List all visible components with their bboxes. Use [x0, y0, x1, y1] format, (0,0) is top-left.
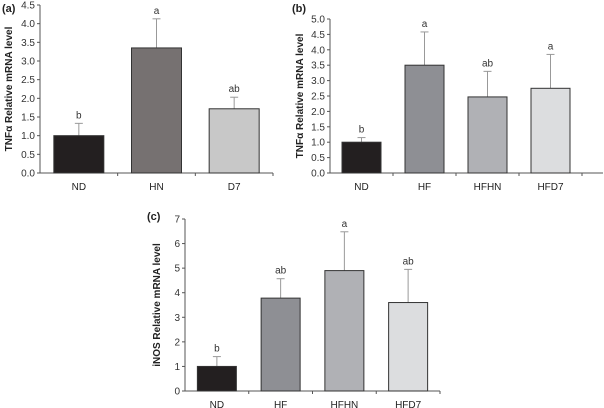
y-tick-label: 0.0: [21, 169, 35, 180]
bar-hf: [260, 297, 301, 392]
significance-label: b: [214, 344, 220, 355]
x-tick-label: HFHN: [330, 400, 358, 408]
y-tick-label: 2.5: [311, 92, 325, 103]
y-tick-label: 6: [174, 239, 180, 250]
y-tick-label: 4.5: [311, 30, 325, 41]
bar-hn: [131, 47, 182, 174]
x-tick-label: ND: [354, 182, 368, 193]
bar-d7: [208, 108, 260, 174]
y-tick-label: 2.0: [21, 94, 35, 105]
bar-nd: [53, 135, 105, 174]
y-tick-label: 0.5: [311, 153, 325, 164]
y-tick-label: 1.5: [21, 113, 35, 124]
panel-label: (b): [292, 3, 306, 15]
y-tick-label: 0: [174, 387, 180, 398]
x-tick-label: HF: [274, 400, 287, 408]
y-tick-label: 0.5: [21, 150, 35, 161]
y-tick-label: 1.5: [311, 122, 325, 133]
bar-hfd7: [388, 302, 429, 392]
y-tick-label: 2.0: [311, 107, 325, 118]
bar-hf: [404, 64, 445, 174]
significance-label: ab: [229, 84, 241, 95]
x-tick-label: HF: [418, 182, 431, 193]
x-tick-label: HN: [149, 182, 163, 193]
x-tick-label: ND: [72, 182, 86, 193]
y-tick-label: 1: [174, 362, 180, 373]
y-tick-label: 3.0: [21, 57, 35, 68]
y-tick-label: 0.0: [311, 169, 325, 180]
x-tick-label: HFD7: [395, 400, 422, 408]
y-axis-label: TNFα Relative mRNA level: [4, 26, 15, 151]
chart-panel-2: (b) TNFα Relative mRNA level 0.0 0.5 1.0 1.5 2…: [292, 3, 603, 193]
y-tick-label: 5: [174, 264, 180, 275]
significance-label: a: [154, 6, 160, 17]
x-tick-label: ND: [210, 400, 224, 408]
panel-label: (a): [2, 3, 16, 15]
significance-label: b: [76, 110, 82, 121]
x-tick-label: HFD7: [537, 182, 564, 193]
y-axis-label: TNFα Relative mRNA level: [295, 33, 306, 158]
bar-hfhn: [324, 270, 365, 392]
y-tick-label: 1.0: [21, 131, 35, 142]
significance-label: a: [422, 19, 428, 30]
significance-label: a: [342, 219, 348, 230]
bar-nd: [196, 365, 237, 392]
y-tick-label: 4: [174, 288, 180, 299]
panel-label: (c): [147, 211, 161, 223]
y-tick-label: 7: [174, 215, 180, 226]
y-tick-label: 4.0: [311, 45, 325, 56]
bar-hfd7: [530, 87, 571, 174]
significance-label: ab: [403, 256, 415, 267]
y-tick-label: 2: [174, 337, 180, 348]
chart-panel-1: (a) TNFα Relative mRNA level 0.0 0.5 1.0 1.5 2…: [2, 1, 274, 193]
x-tick-label: HFHN: [474, 182, 502, 193]
chart-panel-3: (c) iNOS Relative mRNA level 0 1 2 3 4 5 6 7 b ND ab…: [147, 211, 441, 408]
bar-hfhn: [467, 96, 508, 174]
significance-label: a: [548, 41, 554, 52]
y-tick-label: 4.0: [21, 19, 35, 30]
y-tick-label: 5.0: [311, 15, 325, 26]
significance-label: ab: [482, 58, 494, 69]
y-tick-label: 4.5: [21, 1, 35, 12]
y-axis-label: iNOS Relative mRNA level: [152, 243, 163, 367]
significance-label: ab: [275, 266, 287, 277]
y-tick-label: 3.5: [21, 38, 35, 49]
significance-label: b: [359, 125, 365, 136]
y-tick-label: 3.5: [311, 61, 325, 72]
y-tick-label: 2.5: [21, 75, 35, 86]
y-tick-label: 3: [174, 313, 180, 324]
y-tick-label: 1.0: [311, 138, 325, 149]
x-tick-label: D7: [228, 182, 241, 193]
y-tick-label: 3.0: [311, 76, 325, 87]
bar-nd: [341, 141, 382, 174]
